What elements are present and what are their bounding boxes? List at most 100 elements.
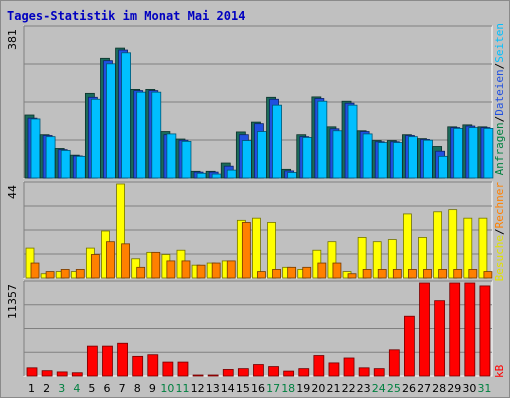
- bar-kb-day-29: [449, 282, 461, 377]
- bar-besuche-day-29: [448, 209, 458, 279]
- bar-kb-day-16: [253, 364, 264, 377]
- bar-seiten-day-18: [287, 172, 298, 179]
- bar-kb-day-7: [117, 342, 128, 377]
- x-tick-label: 15: [236, 382, 250, 395]
- bar-kb-day-27: [419, 282, 430, 377]
- bar-rechner-day-19: [302, 266, 312, 279]
- bar-besuche-day-23: [357, 237, 367, 279]
- legend-middle: Besuche/Rechner: [493, 182, 506, 282]
- bar-seiten-day-24: [377, 142, 388, 179]
- bar-kb-day-30: [464, 282, 476, 377]
- x-tick-label: 16: [251, 382, 265, 395]
- x-tick-label: 5: [88, 382, 95, 395]
- bar-rechner-day-13: [211, 262, 221, 279]
- legend-entry: /: [493, 228, 506, 235]
- bar-besuche-day-21: [327, 241, 337, 279]
- bar-rechner-day-14: [226, 260, 236, 279]
- bar-besuche-day-24: [372, 241, 382, 279]
- bar-rechner-day-31: [483, 271, 493, 279]
- bar-seiten-day-12: [196, 172, 207, 179]
- bar-seiten-day-10: [166, 133, 177, 179]
- bar-kb-day-15: [237, 368, 249, 377]
- x-tick-label: 6: [104, 382, 111, 395]
- x-tick-label: 17: [266, 382, 280, 395]
- bar-seiten-day-13: [211, 173, 222, 179]
- x-tick-label: 1: [28, 382, 35, 395]
- bar-kb-day-25: [388, 349, 400, 377]
- bar-rechner-day-1: [30, 262, 40, 279]
- bar-rechner-day-2: [45, 271, 55, 279]
- panels-group: 381 44 11357: [6, 25, 494, 377]
- bar-rechner-day-8: [136, 266, 146, 279]
- bar-seiten-day-15: [241, 140, 252, 179]
- bar-besuche-day-17: [267, 222, 276, 279]
- bar-seiten-day-26: [408, 136, 418, 179]
- bar-seiten-day-30: [468, 127, 479, 179]
- legend-entry: Seiten: [493, 23, 506, 63]
- x-tick-label: 28: [432, 382, 446, 395]
- bar-kb-day-9: [147, 354, 159, 377]
- bar-kb-day-12: [192, 374, 204, 377]
- bar-kb-day-13: [207, 374, 219, 377]
- y-max-label: 381: [6, 29, 19, 50]
- bar-kb-day-10: [162, 361, 174, 377]
- panel-bottom: 11357: [6, 280, 493, 377]
- bar-kb-day-23: [358, 367, 370, 377]
- bar-rechner-day-9: [151, 251, 161, 279]
- x-tick-label: 27: [417, 382, 431, 395]
- bar-kb-day-31: [479, 285, 491, 377]
- bar-rechner-day-28: [438, 269, 448, 279]
- bar-seiten-day-22: [347, 104, 358, 179]
- legend-entry: /: [493, 63, 506, 70]
- bar-kb-day-4: [71, 372, 83, 377]
- bar-rechner-day-26: [408, 269, 417, 279]
- bar-rechner-day-23: [362, 269, 372, 279]
- x-tick-label: 4: [73, 382, 80, 395]
- bar-rechner-day-24: [377, 269, 387, 279]
- bar-seiten-day-1: [30, 118, 41, 179]
- x-tick-label: 12: [191, 382, 205, 395]
- bar-kb-day-5: [86, 345, 98, 377]
- bar-rechner-day-12: [196, 264, 206, 279]
- legend-bottom: kB: [493, 364, 506, 378]
- bar-kb-day-3: [56, 371, 68, 377]
- bar-seiten-day-20: [317, 100, 328, 179]
- bar-seiten-day-21: [332, 130, 343, 179]
- bar-seiten-day-11: [181, 140, 192, 179]
- bar-kb-day-11: [177, 361, 189, 377]
- bar-seiten-day-23: [362, 133, 373, 179]
- bar-seiten-day-29: [453, 127, 464, 179]
- bar-besuche-day-27: [418, 237, 427, 279]
- x-axis-labels: 1 2 3 4 5 6 7 8 9 10 11 12 13 14 15 16 17 18 19 20 21 22 23 24 2…: [28, 382, 491, 395]
- x-tick-label: 29: [447, 382, 461, 395]
- x-tick-label: 2: [43, 382, 50, 395]
- bar-rechner-day-17: [272, 269, 281, 279]
- x-tick-label: 10: [160, 382, 174, 395]
- bar-seiten-day-3: [60, 150, 71, 179]
- legend-entry: Dateien: [493, 69, 506, 115]
- bar-kb-day-8: [132, 355, 144, 377]
- bar-seiten-day-16: [257, 131, 267, 179]
- bar-seiten-day-28: [438, 155, 449, 179]
- bar-seiten-day-14: [226, 169, 237, 179]
- bar-besuche-day-30: [463, 217, 473, 279]
- bar-kb-day-18: [283, 370, 295, 377]
- x-tick-label: 30: [462, 382, 476, 395]
- y-max-label: 11357: [6, 284, 19, 319]
- legend-entry: Rechner: [493, 182, 506, 229]
- bar-kb-day-20: [313, 355, 325, 377]
- x-tick-label: 11: [176, 382, 190, 395]
- bar-besuche-day-31: [478, 217, 488, 279]
- bar-kb-day-24: [373, 368, 385, 377]
- x-tick-label: 24: [372, 382, 386, 395]
- bar-rechner-day-6: [106, 241, 115, 279]
- x-tick-label: 18: [281, 382, 295, 395]
- x-tick-label: 20: [311, 382, 325, 395]
- x-tick-label: 7: [119, 382, 126, 395]
- bar-kb-day-21: [328, 362, 340, 377]
- bar-rechner-day-25: [392, 269, 402, 279]
- x-tick-label: 25: [387, 382, 401, 395]
- bar-seiten-day-5: [90, 98, 101, 179]
- bar-rechner-day-10: [166, 260, 176, 279]
